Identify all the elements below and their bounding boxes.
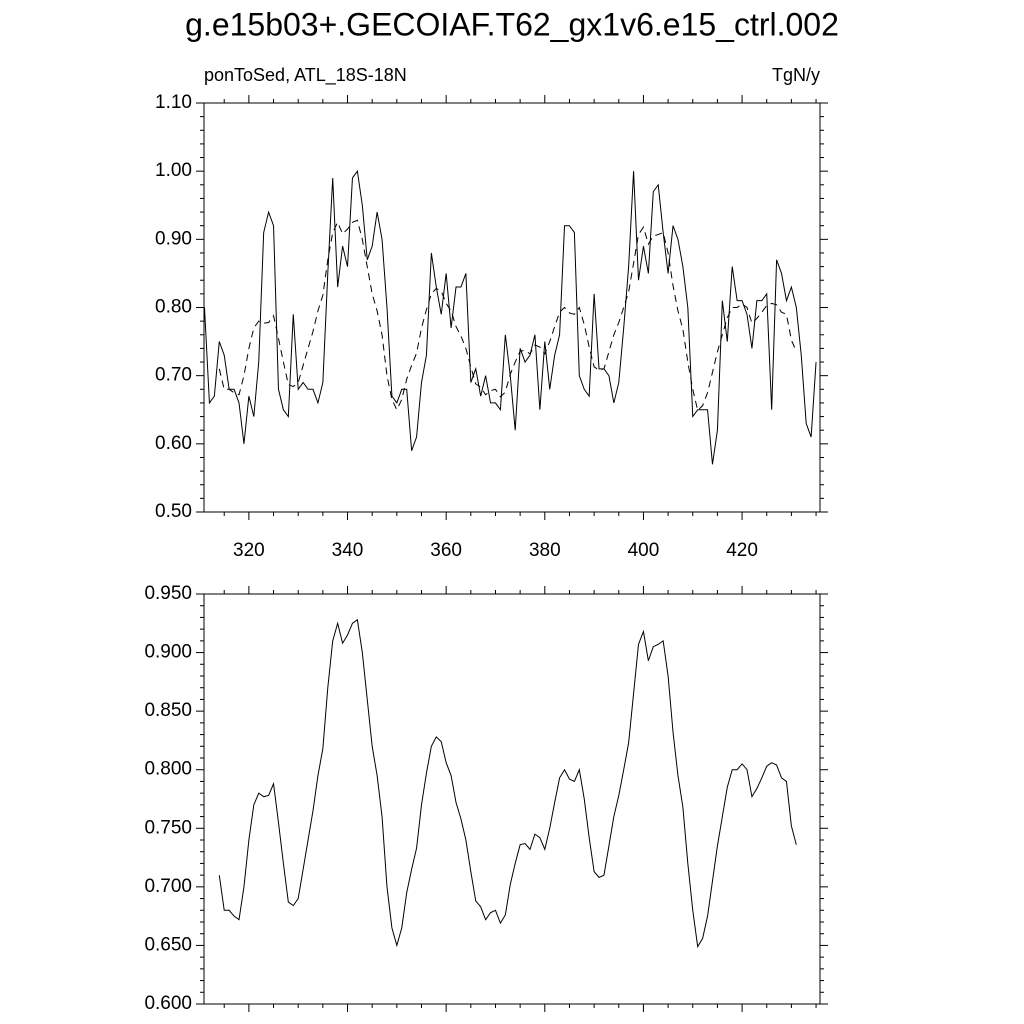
y-tick-label: 0.650 [144, 934, 192, 955]
y-tick-label: 0.600 [144, 993, 192, 1014]
data-line [218, 618, 797, 949]
y-tick-label: 0.800 [144, 759, 192, 780]
y-tick-label: 0.950 [144, 583, 192, 604]
subtitle-right: TgN/y [772, 65, 820, 85]
y-tick-label: 0.90 [155, 228, 192, 249]
y-tick-label: 0.850 [144, 700, 192, 721]
y-tick-label: 0.700 [144, 876, 192, 897]
plot-frame [203, 593, 821, 1005]
data-line [203, 169, 817, 465]
y-tick-label: 0.80 [155, 297, 192, 318]
plot-frame [203, 102, 821, 513]
x-tick-label: 340 [332, 540, 364, 561]
y-tick-label: 1.00 [155, 160, 192, 181]
y-tick-label: 0.70 [155, 365, 192, 386]
x-tick-label: 320 [233, 540, 265, 561]
y-tick-label: 1.10 [155, 92, 192, 113]
y-tick-label: 0.750 [144, 817, 192, 838]
y-tick-label: 0.60 [155, 433, 192, 454]
y-tick-label: 0.900 [144, 642, 192, 663]
data-line [218, 219, 797, 412]
x-tick-label: 380 [529, 540, 561, 561]
chart-title: g.e15b03+.GECOIAF.T62_gx1v6.e15_ctrl.002 [185, 6, 839, 42]
x-tick-label: 420 [726, 540, 758, 561]
subtitle-left: ponToSed, ATL_18S-18N [204, 65, 407, 86]
y-tick-label: 0.50 [155, 501, 192, 522]
x-tick-label: 400 [628, 540, 660, 561]
x-tick-label: 360 [430, 540, 462, 561]
